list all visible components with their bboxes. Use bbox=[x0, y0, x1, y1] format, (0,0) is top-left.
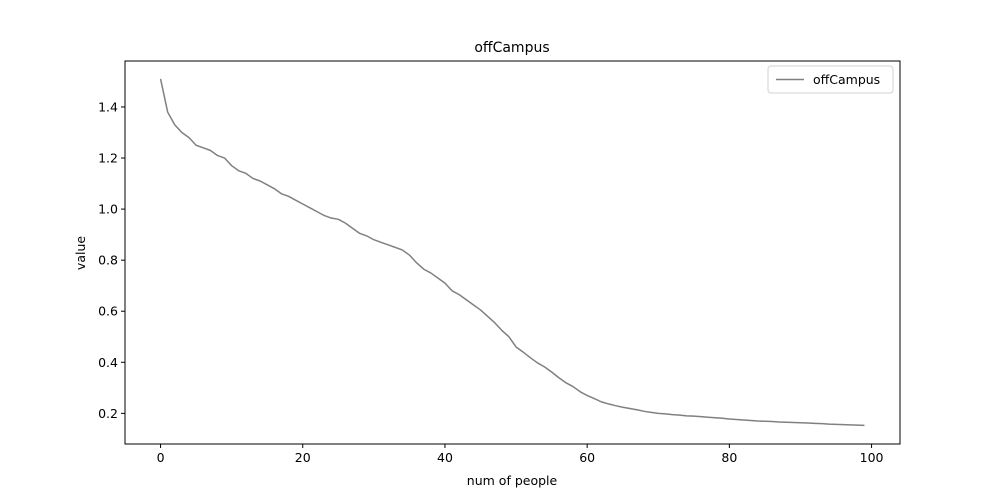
x-tick-label: 60 bbox=[579, 450, 595, 465]
y-tick-label: 0.8 bbox=[98, 253, 118, 268]
series-line-offCampus bbox=[159, 78, 865, 427]
x-tick-label: 0 bbox=[157, 450, 165, 465]
legend: offCampus bbox=[767, 65, 894, 94]
y-tick-label: 1.4 bbox=[98, 99, 118, 114]
x-tick-label: 40 bbox=[437, 450, 453, 465]
legend-label: offCampus bbox=[813, 72, 880, 87]
plot-area bbox=[159, 78, 865, 427]
legend-box bbox=[767, 65, 894, 94]
y-tick-label: 0.4 bbox=[98, 355, 118, 370]
y-axis-label: value bbox=[73, 236, 88, 270]
y-tick-label: 1.0 bbox=[98, 202, 118, 217]
axes: 0 20 40 60 80 100 0.2 0.4 0.6 0.8 1.0 1.2 1.4 bbox=[98, 60, 901, 465]
x-tick-label: 80 bbox=[721, 450, 737, 465]
x-tick-label: 20 bbox=[295, 450, 311, 465]
x-tick-label: 100 bbox=[860, 450, 884, 465]
axes-frame bbox=[124, 60, 901, 445]
x-axis-label: num of people bbox=[467, 473, 558, 488]
y-tick-label: 0.6 bbox=[98, 304, 118, 319]
y-tick-label: 0.2 bbox=[98, 406, 118, 421]
chart-title: offCampus bbox=[474, 40, 549, 56]
y-tick-label: 1.2 bbox=[98, 151, 118, 166]
